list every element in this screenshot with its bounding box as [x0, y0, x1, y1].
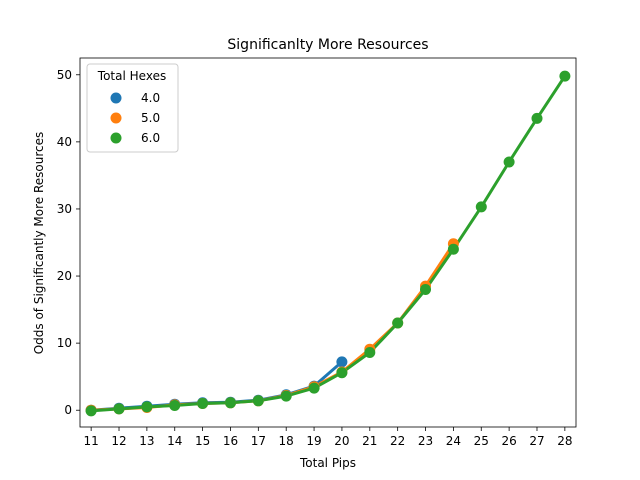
x-tick-label: 12 — [111, 434, 126, 448]
plot-area — [85, 70, 571, 417]
axes-frame — [79, 57, 577, 428]
x-tick-label: 28 — [557, 434, 572, 448]
data-point-6.0-19 — [308, 382, 320, 394]
data-point-6.0-15 — [197, 398, 209, 409]
data-point-6.0-24 — [447, 243, 459, 255]
x-tick-label: 27 — [529, 434, 544, 448]
x-tick-label: 25 — [474, 434, 489, 448]
y-tick-label: 50 — [57, 68, 72, 82]
data-point-6.0-23 — [420, 284, 431, 295]
legend-label-5.0: 5.0 — [141, 111, 160, 125]
x-tick-label: 26 — [501, 434, 516, 448]
x-tick-label: 21 — [362, 434, 377, 448]
data-point-6.0-12 — [113, 403, 125, 415]
data-point-6.0-26 — [503, 156, 515, 168]
legend-marker-5.0 — [110, 112, 122, 124]
y-tick-label: 20 — [57, 269, 72, 283]
y-tick-label: 40 — [57, 135, 72, 149]
legend-label-4.0: 4.0 — [141, 91, 160, 105]
legend: Total Hexes 4.0 5.0 6.0 — [86, 63, 179, 153]
y-tick-label: 0 — [64, 403, 72, 417]
x-tick-label: 11 — [84, 434, 99, 448]
legend-marker-4.0 — [110, 92, 122, 104]
x-tick-label: 13 — [139, 434, 154, 448]
data-point-6.0-22 — [392, 317, 404, 329]
data-point-6.0-13 — [141, 401, 153, 413]
data-point-6.0-20 — [336, 367, 348, 379]
data-point-6.0-16 — [225, 397, 236, 409]
data-point-6.0-27 — [531, 112, 543, 124]
x-tick-label: 19 — [306, 434, 321, 448]
data-point-6.0-14 — [169, 400, 181, 411]
legend-title: Total Hexes — [97, 69, 166, 83]
data-point-6.0-25 — [475, 201, 487, 213]
y-tick-label: 30 — [57, 202, 72, 216]
data-point-4.0-20 — [336, 356, 348, 368]
x-axis-label: Total Pips — [299, 456, 356, 470]
data-point-6.0-21 — [364, 347, 376, 358]
legend-marker-6.0 — [110, 132, 122, 144]
x-tick-label: 14 — [167, 434, 182, 448]
legend-frame — [86, 63, 179, 153]
x-tick-label: 18 — [279, 434, 294, 448]
x-tick-label: 20 — [334, 434, 349, 448]
x-tick-label: 16 — [223, 434, 238, 448]
y-axis-label: Odds of Significantly More Resources — [32, 132, 46, 355]
x-tick-label: 15 — [195, 434, 210, 448]
x-tick-label: 23 — [418, 434, 433, 448]
x-tick-label: 17 — [251, 434, 266, 448]
data-point-6.0-28 — [559, 70, 571, 82]
legend-label-6.0: 6.0 — [141, 131, 160, 145]
x-tick-label: 24 — [446, 434, 461, 448]
data-point-6.0-11 — [85, 405, 97, 417]
data-point-6.0-18 — [280, 390, 292, 402]
x-tick-label: 22 — [390, 434, 405, 448]
chart-title: Significanlty More Resources — [227, 37, 428, 53]
y-tick-label: 10 — [57, 336, 72, 350]
data-point-6.0-17 — [252, 395, 264, 407]
axes: 11 12 13 14 15 16 17 18 19 20 21 22 23 24 25 26 27 28 0 10 2… — [57, 57, 577, 448]
